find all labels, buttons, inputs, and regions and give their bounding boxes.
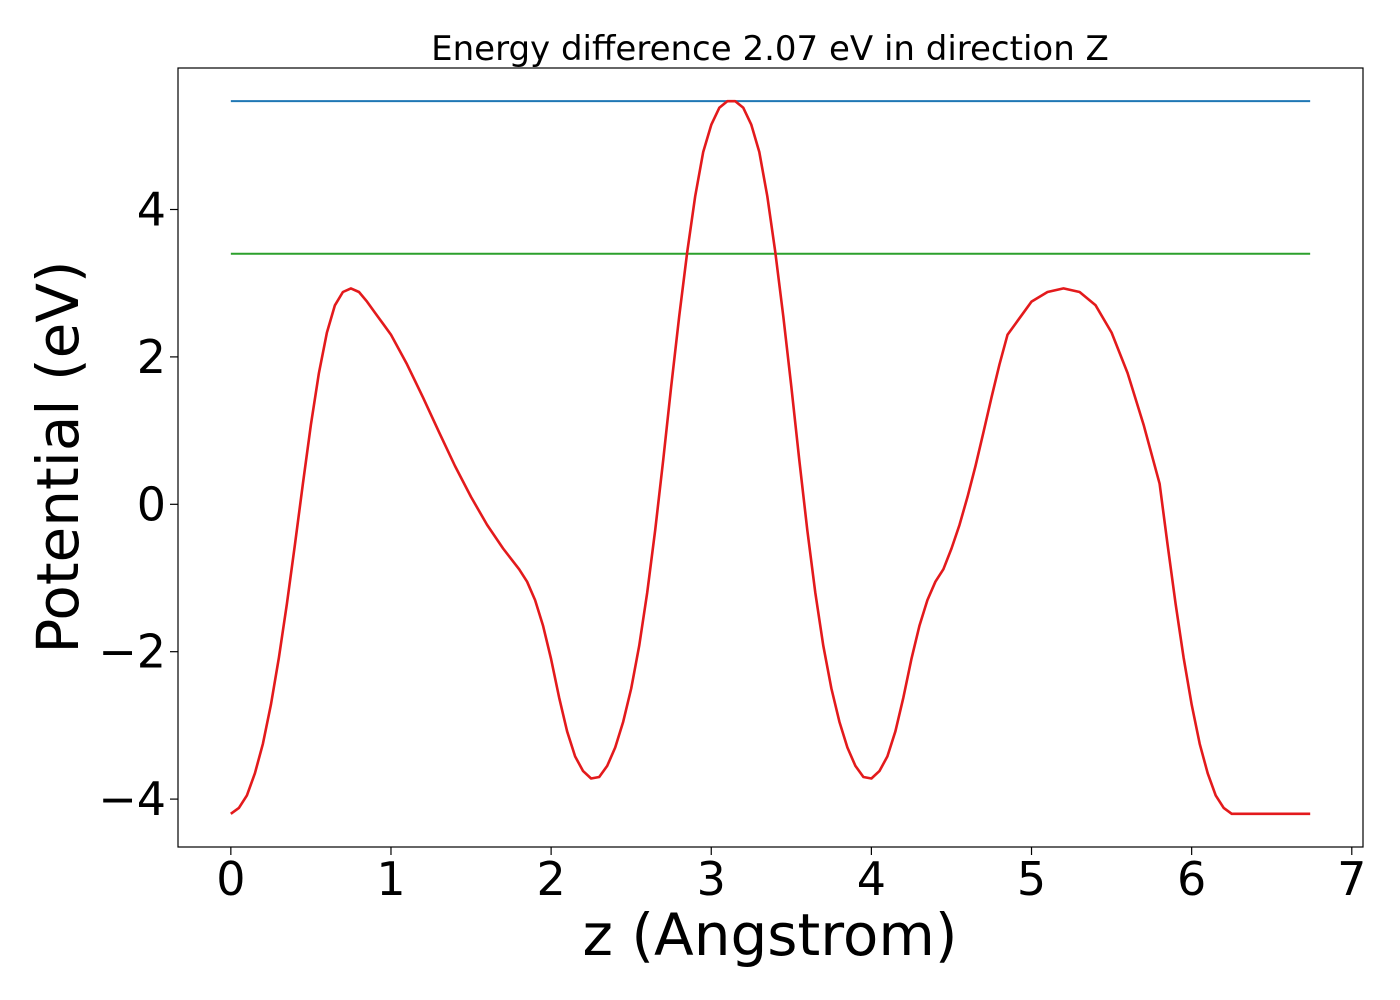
x-tick-label: 4	[857, 852, 886, 906]
y-tick-label: −2	[98, 625, 166, 679]
x-tick-label: 7	[1337, 852, 1366, 906]
y-tick-label: −4	[98, 772, 166, 826]
x-tick-label: 6	[1177, 852, 1206, 906]
x-axis-label: z (Angstrom)	[583, 901, 958, 969]
y-axis: −4 −2 0 2 4	[98, 183, 178, 826]
chart-title: Energy difference 2.07 eV in direction Z	[431, 29, 1109, 69]
x-tick-label: 1	[376, 852, 405, 906]
y-axis-label: Potential (eV)	[24, 260, 92, 653]
y-tick-label: 0	[137, 477, 166, 531]
x-tick-label: 0	[216, 852, 245, 906]
potential-series-line	[230, 99, 1311, 816]
plot-frame	[177, 67, 1364, 848]
plot-area	[230, 99, 1311, 816]
x-axis: 0 1 2 3 4 5 6 7	[216, 847, 1366, 906]
x-tick-label: 3	[697, 852, 726, 906]
x-tick-label: 2	[536, 852, 565, 906]
y-tick-label: 4	[137, 183, 166, 237]
x-tick-label: 5	[1017, 852, 1046, 906]
y-tick-label: 2	[137, 330, 166, 384]
